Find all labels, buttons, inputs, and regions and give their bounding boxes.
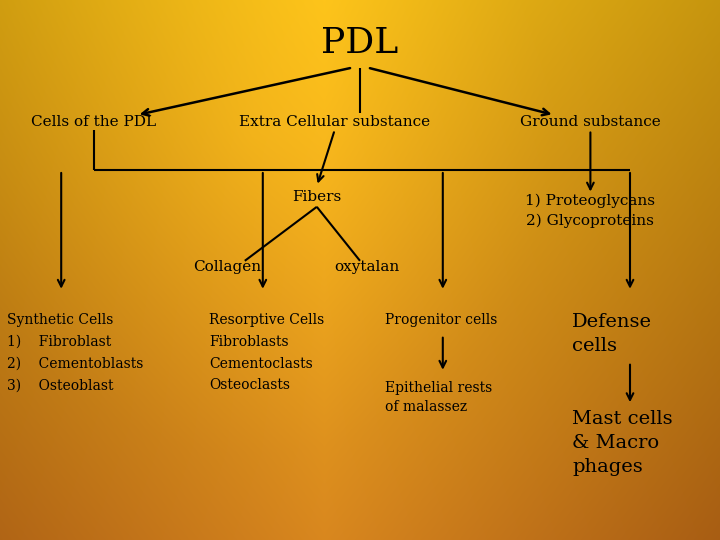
Text: Defense
cells: Defense cells [572, 313, 652, 355]
Text: Extra Cellular substance: Extra Cellular substance [239, 114, 431, 129]
Text: Ground substance: Ground substance [520, 114, 661, 129]
Text: Mast cells
& Macro
phages: Mast cells & Macro phages [572, 410, 673, 476]
Text: 1) Proteoglycans
2) Glycoproteins: 1) Proteoglycans 2) Glycoproteins [526, 193, 655, 228]
Text: Collagen: Collagen [193, 260, 261, 274]
Text: PDL: PDL [321, 26, 399, 60]
Text: Synthetic Cells
1)    Fibroblast
2)    Cementoblasts
3)    Osteoblast: Synthetic Cells 1) Fibroblast 2) Cemento… [7, 313, 143, 392]
Text: Fibers: Fibers [292, 190, 341, 204]
Text: Epithelial rests
of malassez: Epithelial rests of malassez [385, 381, 492, 414]
Text: Progenitor cells: Progenitor cells [385, 313, 498, 327]
Text: oxytalan: oxytalan [335, 260, 400, 274]
Text: Resorptive Cells
Fibroblasts
Cementoclasts
Osteoclasts: Resorptive Cells Fibroblasts Cementoclas… [209, 313, 324, 392]
Text: Cells of the PDL: Cells of the PDL [31, 114, 156, 129]
